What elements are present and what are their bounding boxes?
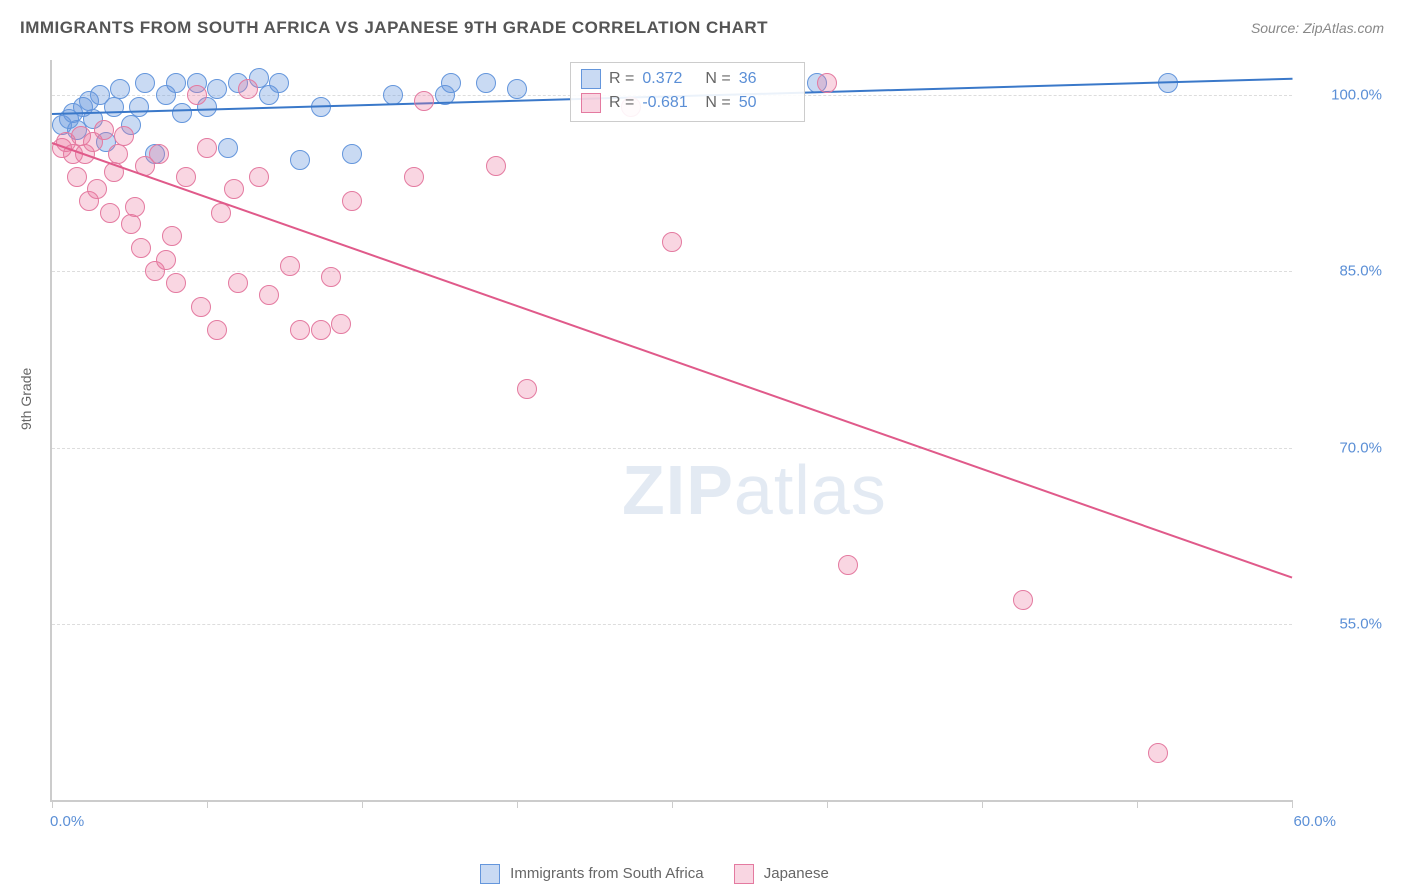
legend-label-south-africa: Immigrants from South Africa: [510, 865, 703, 882]
stats-n-value: 36: [739, 67, 794, 91]
scatter-point: [342, 144, 362, 164]
scatter-point: [166, 273, 186, 293]
stats-legend: R = 0.372 N = 36 R = -0.681 N = 50: [570, 62, 805, 122]
scatter-point: [517, 379, 537, 399]
gridline-h: [52, 448, 1292, 449]
y-tick-label: 55.0%: [1302, 615, 1382, 632]
stats-n-label: N =: [705, 91, 730, 115]
stats-n-label: N =: [705, 67, 730, 91]
scatter-point: [172, 103, 192, 123]
chart-title: IMMIGRANTS FROM SOUTH AFRICA VS JAPANESE…: [20, 18, 768, 38]
gridline-h: [52, 624, 1292, 625]
scatter-point: [342, 191, 362, 211]
x-tick: [52, 800, 53, 808]
legend-item-japanese: Japanese: [734, 864, 829, 884]
scatter-point: [507, 79, 527, 99]
watermark-text: ZIPatlas: [622, 450, 887, 530]
scatter-point: [131, 238, 151, 258]
x-tick-label-right: 60.0%: [1293, 813, 1336, 830]
x-tick: [517, 800, 518, 808]
stats-swatch: [581, 93, 601, 113]
scatter-point: [249, 167, 269, 187]
x-tick: [982, 800, 983, 808]
legend-label-japanese: Japanese: [764, 865, 829, 882]
scatter-point: [166, 73, 186, 93]
x-tick: [1137, 800, 1138, 808]
scatter-point: [280, 256, 300, 276]
stats-n-value: 50: [739, 91, 794, 115]
scatter-point: [1013, 590, 1033, 610]
scatter-point: [259, 285, 279, 305]
x-tick: [207, 800, 208, 808]
x-tick: [672, 800, 673, 808]
y-axis-label: 9th Grade: [18, 368, 34, 430]
scatter-point: [156, 250, 176, 270]
scatter-point: [290, 150, 310, 170]
scatter-point: [135, 73, 155, 93]
scatter-point: [149, 144, 169, 164]
scatter-point: [321, 267, 341, 287]
scatter-point: [1148, 743, 1168, 763]
scatter-point: [191, 297, 211, 317]
scatter-point: [87, 179, 107, 199]
stats-r-value: -0.681: [642, 91, 697, 115]
scatter-point: [486, 156, 506, 176]
scatter-point: [817, 73, 837, 93]
scatter-point: [228, 273, 248, 293]
chart-container: IMMIGRANTS FROM SOUTH AFRICA VS JAPANESE…: [0, 0, 1406, 892]
scatter-point: [125, 197, 145, 217]
scatter-point: [290, 320, 310, 340]
scatter-point: [224, 179, 244, 199]
x-tick-label-left: 0.0%: [50, 813, 84, 830]
scatter-point: [838, 555, 858, 575]
x-tick: [362, 800, 363, 808]
y-tick-label: 85.0%: [1302, 263, 1382, 280]
scatter-point: [67, 167, 87, 187]
scatter-point: [331, 314, 351, 334]
scatter-point: [476, 73, 496, 93]
scatter-point: [129, 97, 149, 117]
source-attribution: Source: ZipAtlas.com: [1251, 20, 1384, 36]
x-tick: [827, 800, 828, 808]
trend-line: [52, 142, 1293, 578]
scatter-point: [162, 226, 182, 246]
scatter-point: [414, 91, 434, 111]
scatter-point: [114, 126, 134, 146]
series-legend: Immigrants from South Africa Japanese: [480, 864, 829, 884]
scatter-point: [441, 73, 461, 93]
scatter-point: [238, 79, 258, 99]
scatter-point: [207, 79, 227, 99]
stats-legend-row: R = -0.681 N = 50: [581, 91, 794, 115]
stats-r-label: R =: [609, 91, 634, 115]
scatter-point: [404, 167, 424, 187]
scatter-point: [187, 85, 207, 105]
scatter-point: [104, 97, 124, 117]
scatter-point: [311, 320, 331, 340]
x-tick: [1292, 800, 1293, 808]
legend-swatch-pink: [734, 864, 754, 884]
scatter-point: [207, 320, 227, 340]
scatter-point: [110, 79, 130, 99]
stats-legend-row: R = 0.372 N = 36: [581, 67, 794, 91]
scatter-point: [94, 120, 114, 140]
scatter-point: [662, 232, 682, 252]
plot-area: ZIPatlas 55.0%70.0%85.0%100.0%: [50, 60, 1292, 802]
scatter-point: [121, 214, 141, 234]
scatter-point: [197, 138, 217, 158]
legend-item-south-africa: Immigrants from South Africa: [480, 864, 704, 884]
scatter-point: [176, 167, 196, 187]
scatter-point: [218, 138, 238, 158]
stats-r-label: R =: [609, 67, 634, 91]
stats-r-value: 0.372: [642, 67, 697, 91]
legend-swatch-blue: [480, 864, 500, 884]
stats-swatch: [581, 69, 601, 89]
scatter-point: [108, 144, 128, 164]
y-tick-label: 70.0%: [1302, 439, 1382, 456]
scatter-point: [100, 203, 120, 223]
y-tick-label: 100.0%: [1302, 87, 1382, 104]
scatter-point: [269, 73, 289, 93]
